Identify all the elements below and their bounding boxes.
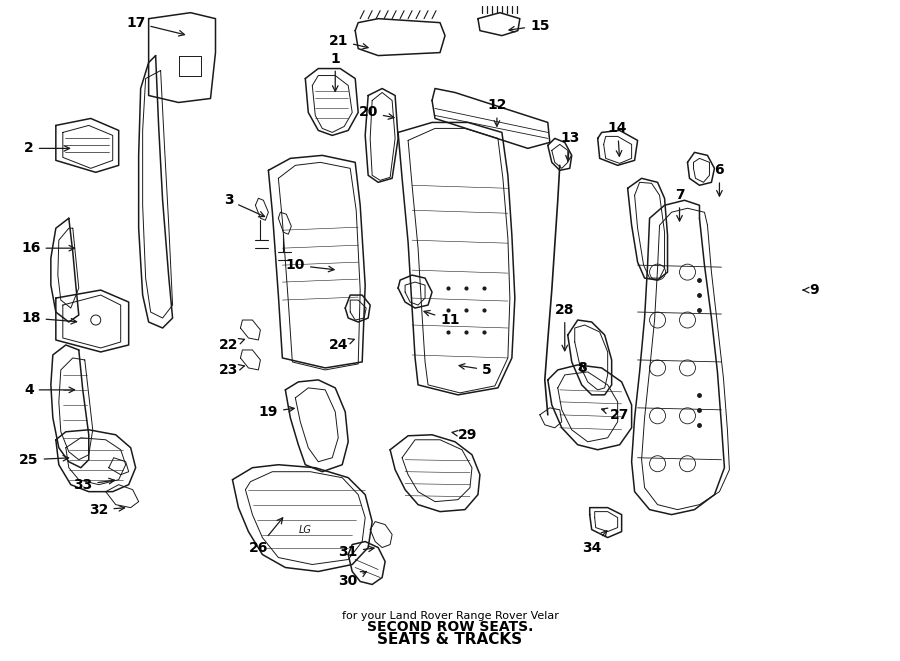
Text: 17: 17: [126, 16, 184, 36]
Text: 7: 7: [675, 188, 684, 221]
Text: 27: 27: [602, 408, 629, 422]
Text: 23: 23: [219, 363, 245, 377]
Text: 4: 4: [24, 383, 75, 397]
Text: 6: 6: [715, 163, 724, 196]
Text: 22: 22: [219, 338, 245, 352]
Text: 32: 32: [89, 502, 124, 517]
Text: 3: 3: [224, 193, 265, 217]
Text: 8: 8: [577, 361, 587, 375]
Text: 9: 9: [804, 283, 819, 297]
Text: 31: 31: [338, 545, 374, 559]
Text: 15: 15: [509, 19, 550, 32]
Text: 1: 1: [330, 52, 340, 91]
Text: SEATS & TRACKS: SEATS & TRACKS: [377, 633, 523, 647]
Text: 13: 13: [560, 132, 580, 161]
Text: 14: 14: [608, 122, 627, 156]
Text: 10: 10: [285, 258, 334, 272]
Text: 20: 20: [358, 106, 394, 120]
Text: 11: 11: [424, 311, 460, 327]
Text: 29: 29: [452, 428, 478, 442]
Text: 19: 19: [258, 405, 294, 419]
Text: 26: 26: [248, 518, 283, 555]
Text: 34: 34: [582, 531, 607, 555]
Text: 21: 21: [328, 34, 368, 49]
Text: 16: 16: [22, 241, 75, 255]
Text: 25: 25: [19, 453, 68, 467]
Text: 2: 2: [24, 141, 69, 155]
Text: 24: 24: [328, 338, 355, 352]
Text: 5: 5: [459, 363, 491, 377]
Text: LG: LG: [299, 525, 311, 535]
Text: 18: 18: [21, 311, 76, 325]
Text: 33: 33: [73, 478, 114, 492]
Text: 28: 28: [555, 303, 574, 351]
Text: 30: 30: [338, 572, 366, 588]
Text: SECOND ROW SEATS.: SECOND ROW SEATS.: [367, 621, 533, 635]
Text: for your Land Rover Range Rover Velar: for your Land Rover Range Rover Velar: [342, 611, 558, 621]
Text: 12: 12: [487, 98, 507, 126]
